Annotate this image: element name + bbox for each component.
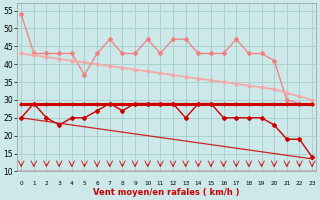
X-axis label: Vent moyen/en rafales ( km/h ): Vent moyen/en rafales ( km/h ) — [93, 188, 240, 197]
